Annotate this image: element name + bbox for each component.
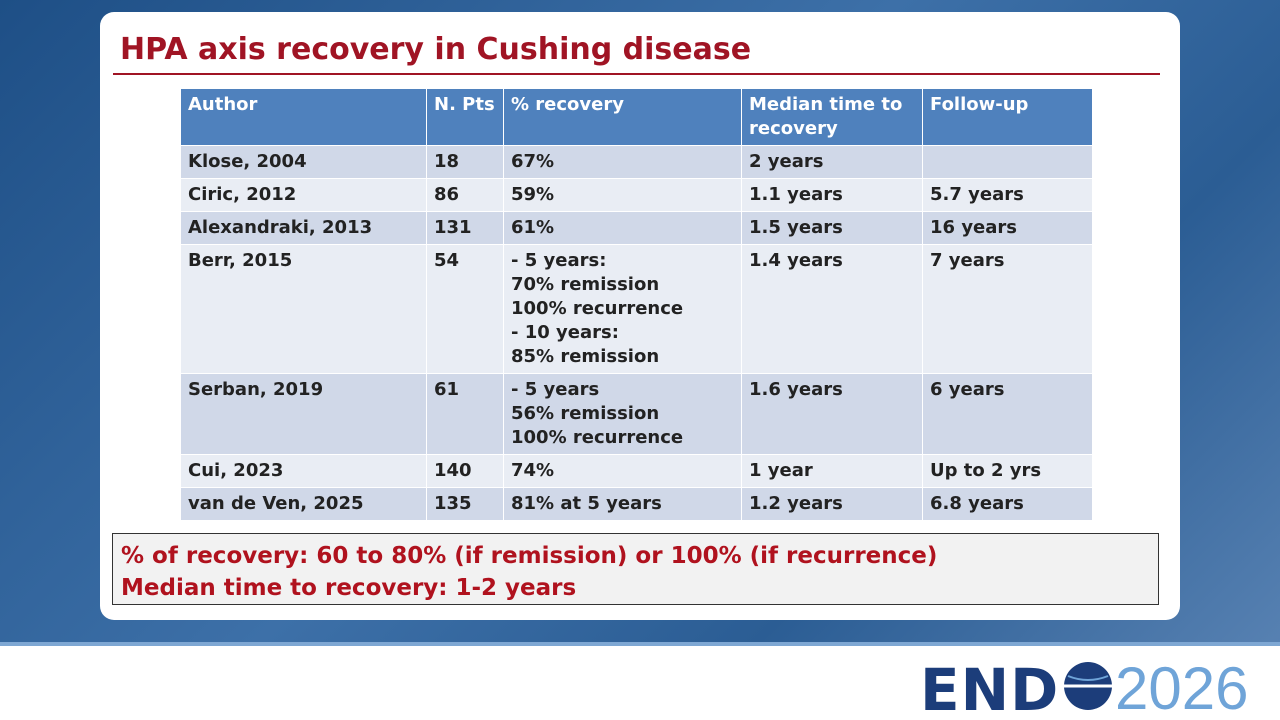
table-row: Alexandraki, 2013 131 61% 1.5 years 16 years xyxy=(180,211,1093,245)
title-rule xyxy=(113,73,1160,75)
table-cell: 135 xyxy=(426,487,504,521)
table-row: Klose, 2004 18 67% 2 years xyxy=(180,145,1093,179)
summary-box: % of recovery: 60 to 80% (if remission) … xyxy=(112,533,1159,605)
table-cell: 1.6 years xyxy=(741,373,923,455)
table-cell: 59% xyxy=(503,178,742,212)
table-cell: Serban, 2019 xyxy=(180,373,427,455)
cell-line: 100% recurrence xyxy=(511,298,684,319)
cell-line: 100% recurrence xyxy=(511,427,684,448)
table-cell: 18 xyxy=(426,145,504,179)
table-cell: 2 years xyxy=(741,145,923,179)
cell-line: - 5 years: xyxy=(511,250,607,271)
table-cell: 131 xyxy=(426,211,504,245)
table-cell xyxy=(922,145,1093,179)
table-cell: Klose, 2004 xyxy=(180,145,427,179)
cell-line: 70% remission xyxy=(511,274,660,295)
logo-year: 2026 xyxy=(1115,655,1249,720)
table-cell: Alexandraki, 2013 xyxy=(180,211,427,245)
table-cell: 1.5 years xyxy=(741,211,923,245)
table-cell: 54 xyxy=(426,244,504,374)
table-cell: 1.1 years xyxy=(741,178,923,212)
slide-title: HPA axis recovery in Cushing disease xyxy=(120,32,752,67)
cell-line: - 5 years xyxy=(511,379,600,400)
table-cell: Up to 2 yrs xyxy=(922,454,1093,488)
table-cell: 67% xyxy=(503,145,742,179)
table-cell: 74% xyxy=(503,454,742,488)
table-cell: 140 xyxy=(426,454,504,488)
table-cell: 1.2 years xyxy=(741,487,923,521)
table-row: Cui, 2023 140 74% 1 year Up to 2 yrs xyxy=(180,454,1093,488)
header-cell: N. Pts xyxy=(426,88,504,146)
table-cell: - 5 years 56% remission 100% recurrence xyxy=(503,373,742,455)
header-row: Author N. Pts% recovery Median time to rec… xyxy=(180,88,1093,146)
table-cell: 61% xyxy=(503,211,742,245)
cell-line: 85% remission xyxy=(511,346,660,367)
header-cell: % recovery xyxy=(503,88,742,146)
footer: END 2026 xyxy=(0,642,1280,720)
table-cell: - 5 years: 70% remission 100% recurrence - … xyxy=(503,244,742,374)
table-cell: van de Ven, 2025 xyxy=(180,487,427,521)
table-row: Berr, 2015 54 - 5 years: 70% remission 100% … xyxy=(180,244,1093,374)
header-cell: Follow-up xyxy=(922,88,1093,146)
logo-globe xyxy=(1064,662,1112,710)
table-cell: 1.4 years xyxy=(741,244,923,374)
summary-line: Median time to recovery: 1-2 years xyxy=(121,575,577,601)
table-cell: 6.8 years xyxy=(922,487,1093,521)
summary-line: % of recovery: 60 to 80% (if remission) … xyxy=(121,543,938,569)
header-cell: Author xyxy=(180,88,427,146)
table-cell: 5.7 years xyxy=(922,178,1093,212)
table-row: van de Ven, 2025 135 81% at 5 years 1.2 yea… xyxy=(180,487,1093,521)
table-cell: 1 year xyxy=(741,454,923,488)
table-cell: 81% at 5 years xyxy=(503,487,742,521)
table-cell: Berr, 2015 xyxy=(180,244,427,374)
table-cell: 7 years xyxy=(922,244,1093,374)
data-table: Author N. Pts% recovery Median time to rec… xyxy=(180,88,1093,521)
table-cell: Ciric, 2012 xyxy=(180,178,427,212)
table-cell: Cui, 2023 xyxy=(180,454,427,488)
table-cell: 86 xyxy=(426,178,504,212)
cell-line: 56% remission xyxy=(511,403,660,424)
header-cell: Median time to recovery xyxy=(741,88,923,146)
logo-name: END xyxy=(920,656,1060,720)
table-cell: 61 xyxy=(426,373,504,455)
table-row: Ciric, 2012 86 59% 1.1 years 5.7 years xyxy=(180,178,1093,212)
cell-line: - 10 years: xyxy=(511,322,619,343)
table-cell: 6 years xyxy=(922,373,1093,455)
table-cell: 16 years xyxy=(922,211,1093,245)
content-card: HPA axis recovery in Cushing disease Aut… xyxy=(100,12,1180,620)
table-row: Serban, 2019 61 - 5 years 56% remission 100%… xyxy=(180,373,1093,455)
